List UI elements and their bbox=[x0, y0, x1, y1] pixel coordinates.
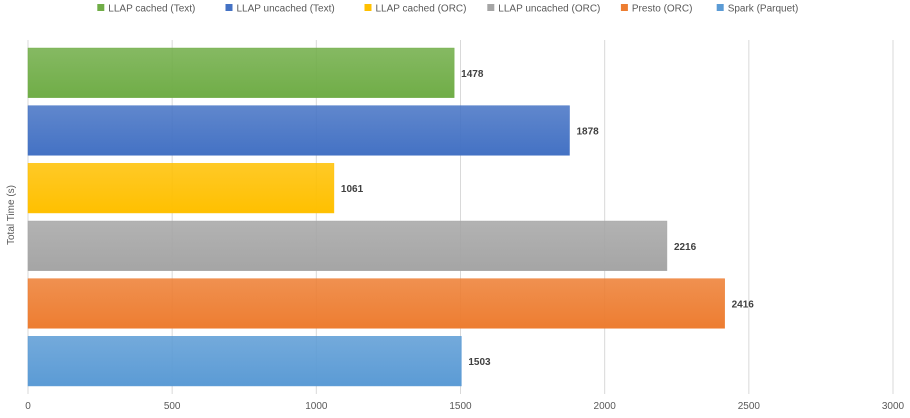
data-label: 1878 bbox=[576, 127, 599, 138]
legend-swatch bbox=[487, 4, 495, 11]
data-label: 1503 bbox=[468, 357, 491, 368]
bar bbox=[27, 163, 335, 214]
legend-label: LLAP cached (Text) bbox=[108, 4, 195, 15]
x-tick-label: 0 bbox=[25, 401, 31, 412]
legend-label: LLAP uncached (Text) bbox=[237, 4, 335, 15]
bar bbox=[27, 220, 668, 271]
x-tick-label: 2000 bbox=[594, 401, 617, 412]
y-axis-label: Total Time (s) bbox=[6, 185, 17, 245]
data-label: 1478 bbox=[461, 69, 484, 80]
legend-label: LLAP cached (ORC) bbox=[376, 4, 467, 15]
legend-swatch bbox=[97, 4, 105, 11]
chart-gridlines bbox=[27, 40, 894, 394]
legend-swatch bbox=[225, 4, 233, 11]
x-tick-label: 1000 bbox=[305, 401, 328, 412]
bar bbox=[27, 336, 462, 387]
data-label: 2216 bbox=[674, 242, 697, 253]
x-tick-label: 500 bbox=[164, 401, 181, 412]
x-axis-ticks: 0 500 1000 1500 2000 2500 3000 bbox=[25, 401, 904, 412]
data-label: 1061 bbox=[341, 184, 364, 195]
bar bbox=[27, 278, 725, 329]
legend-swatch bbox=[620, 4, 628, 11]
legend-label: LLAP uncached (ORC) bbox=[498, 4, 600, 15]
chart-data-labels: 1478 1878 1061 2216 2416 1503 bbox=[341, 69, 754, 368]
bar bbox=[27, 47, 455, 98]
legend-swatch bbox=[364, 4, 372, 11]
x-tick-label: 1500 bbox=[449, 401, 472, 412]
chart-legend: LLAP cached (Text) LLAP uncached (Text) LL… bbox=[97, 4, 798, 15]
legend-label: Spark (Parquet) bbox=[728, 4, 799, 15]
legend-swatch bbox=[716, 4, 724, 11]
bar bbox=[27, 105, 570, 156]
chart-bars bbox=[27, 47, 725, 387]
x-tick-label: 2500 bbox=[738, 401, 761, 412]
x-tick-label: 3000 bbox=[882, 401, 905, 412]
legend-label: Presto (ORC) bbox=[632, 4, 693, 15]
data-label: 2416 bbox=[732, 300, 755, 311]
